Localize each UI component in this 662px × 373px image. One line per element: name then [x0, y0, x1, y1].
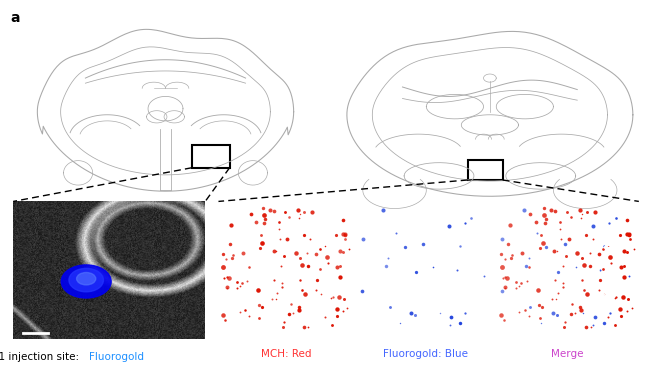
Ellipse shape	[69, 268, 103, 292]
Text: Fluorogold: Fluorogold	[89, 352, 144, 363]
Text: Fluorogold: Blue: Fluorogold: Blue	[383, 349, 468, 359]
Text: a: a	[10, 11, 19, 25]
Text: CA1 injection site:: CA1 injection site:	[0, 352, 83, 363]
Bar	[467, 160, 502, 180]
Bar	[192, 145, 230, 168]
Ellipse shape	[61, 265, 111, 298]
Ellipse shape	[77, 273, 96, 285]
Text: Merge: Merge	[551, 349, 584, 359]
Text: MCH: Red: MCH: Red	[261, 349, 312, 359]
